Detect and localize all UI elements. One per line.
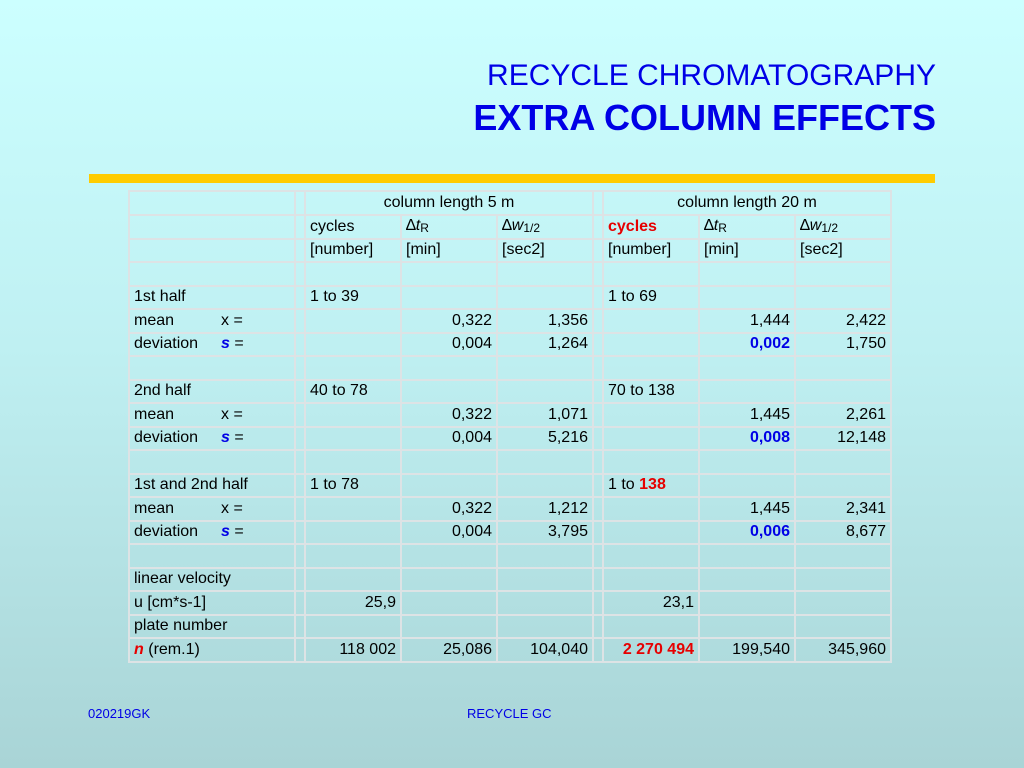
row-label: n (rem.1) (128, 637, 296, 663)
col-header-delta-w: ∆w1/2 (496, 213, 594, 240)
value-cell: 118 002 (304, 637, 402, 663)
row-label: mean x = (128, 308, 296, 334)
slide-title: RECYCLE CHROMATOGRAPHY EXTRA COLUMN EFFE… (473, 58, 936, 140)
col-header-cycles: cycles (304, 213, 402, 240)
table-row: mean x = 0,322 1,212 1,445 2,341 (128, 496, 892, 522)
footer-title: RECYCLE GC (467, 706, 552, 721)
table-row: deviation s = 0,004 1,264 0,002 1,750 (128, 331, 892, 357)
value-cell: 2,341 (794, 496, 892, 522)
value-cell: 345,960 (794, 637, 892, 663)
cycles-range: 40 to 78 (304, 378, 402, 404)
value-cell: 1,445 (698, 402, 796, 428)
table-row: deviation s = 0,004 5,216 0,008 12,148 (128, 425, 892, 451)
cycles-range: 1 to 39 (304, 284, 402, 310)
table-row: linear velocity (128, 566, 892, 592)
cycles-range: 1 to 69 (602, 284, 700, 310)
title-line-1: RECYCLE CHROMATOGRAPHY (487, 59, 936, 92)
value-cell: 104,040 (496, 637, 594, 663)
value-cell: 1,264 (496, 331, 594, 357)
value-cell: 1,750 (794, 331, 892, 357)
table-row: deviation s = 0,004 3,795 0,006 8,677 (128, 519, 892, 545)
cycles-range: 1 to 138 (602, 472, 700, 498)
value-cell-highlight: 0,008 (698, 425, 796, 451)
row-label: u [cm*s-1] (128, 590, 296, 616)
value-cell: 25,086 (400, 637, 498, 663)
section-label: 1st and 2nd half (128, 472, 296, 498)
table-row: n (rem.1) 118 002 25,086 104,040 2 270 4… (128, 637, 892, 663)
value-cell: 1,445 (698, 496, 796, 522)
unit-cell: [min] (400, 237, 498, 263)
row-label: deviation s = (128, 331, 296, 357)
table-row: 1st and 2nd half 1 to 78 1 to 138 (128, 472, 892, 498)
table-row: plate number (128, 613, 892, 639)
title-divider (89, 174, 935, 183)
unit-cell: [number] (602, 237, 700, 263)
results-table: column length 5 m column length 20 m cyc… (128, 190, 892, 663)
value-cell: 0,004 (400, 425, 498, 451)
value-cell: 3,795 (496, 519, 594, 545)
group-header-20m: column length 20 m (602, 190, 892, 216)
value-cell: 23,1 (602, 590, 700, 616)
section-label: linear velocity (128, 566, 296, 592)
unit-cell: [number] (304, 237, 402, 263)
value-cell-highlight: 2 270 494 (602, 637, 700, 663)
section-label: plate number (128, 613, 296, 639)
row-label: mean x = (128, 402, 296, 428)
col-header-delta-tr: ∆tR (698, 213, 796, 240)
unit-cell: [sec2] (794, 237, 892, 263)
value-cell: 1,212 (496, 496, 594, 522)
value-cell: 25,9 (304, 590, 402, 616)
row-label: deviation s = (128, 425, 296, 451)
table-row: column length 5 m column length 20 m (128, 190, 892, 216)
value-cell-highlight: 0,006 (698, 519, 796, 545)
table-row: 2nd half 40 to 78 70 to 138 (128, 378, 892, 404)
table-row (128, 261, 892, 287)
group-header-5m: column length 5 m (304, 190, 594, 216)
table-row (128, 355, 892, 381)
value-cell: 0,004 (400, 331, 498, 357)
cycles-range: 1 to 78 (304, 472, 402, 498)
value-cell: 1,356 (496, 308, 594, 334)
table-row: mean x = 0,322 1,071 1,445 2,261 (128, 402, 892, 428)
cycles-range: 70 to 138 (602, 378, 700, 404)
section-label: 1st half (128, 284, 296, 310)
value-cell: 0,322 (400, 402, 498, 428)
value-cell: 2,422 (794, 308, 892, 334)
table-row: cycles ∆tR ∆w1/2 cycles ∆tR ∆w1/2 (128, 213, 892, 240)
footer-code: 020219GK (88, 706, 151, 721)
row-label: deviation s = (128, 519, 296, 545)
value-cell: 0,004 (400, 519, 498, 545)
value-cell: 5,216 (496, 425, 594, 451)
section-label: 2nd half (128, 378, 296, 404)
value-cell: 2,261 (794, 402, 892, 428)
table-row: 1st half 1 to 39 1 to 69 (128, 284, 892, 310)
unit-cell: [sec2] (496, 237, 594, 263)
table-row (128, 449, 892, 475)
table-row: u [cm*s-1] 25,9 23,1 (128, 590, 892, 616)
value-cell: 1,444 (698, 308, 796, 334)
value-cell: 1,071 (496, 402, 594, 428)
table-row: [number] [min] [sec2] [number] [min] [se… (128, 237, 892, 263)
value-cell: 0,322 (400, 496, 498, 522)
col-header-cycles-20: cycles (602, 213, 700, 240)
table-row (128, 543, 892, 569)
col-header-delta-w: ∆w1/2 (794, 213, 892, 240)
unit-cell: [min] (698, 237, 796, 263)
table-row: mean x = 0,322 1,356 1,444 2,422 (128, 308, 892, 334)
value-cell: 8,677 (794, 519, 892, 545)
row-label: mean x = (128, 496, 296, 522)
col-header-delta-tr: ∆tR (400, 213, 498, 240)
title-line-2: EXTRA COLUMN EFFECTS (473, 97, 936, 138)
value-cell-highlight: 0,002 (698, 331, 796, 357)
value-cell: 199,540 (698, 637, 796, 663)
value-cell: 12,148 (794, 425, 892, 451)
value-cell: 0,322 (400, 308, 498, 334)
